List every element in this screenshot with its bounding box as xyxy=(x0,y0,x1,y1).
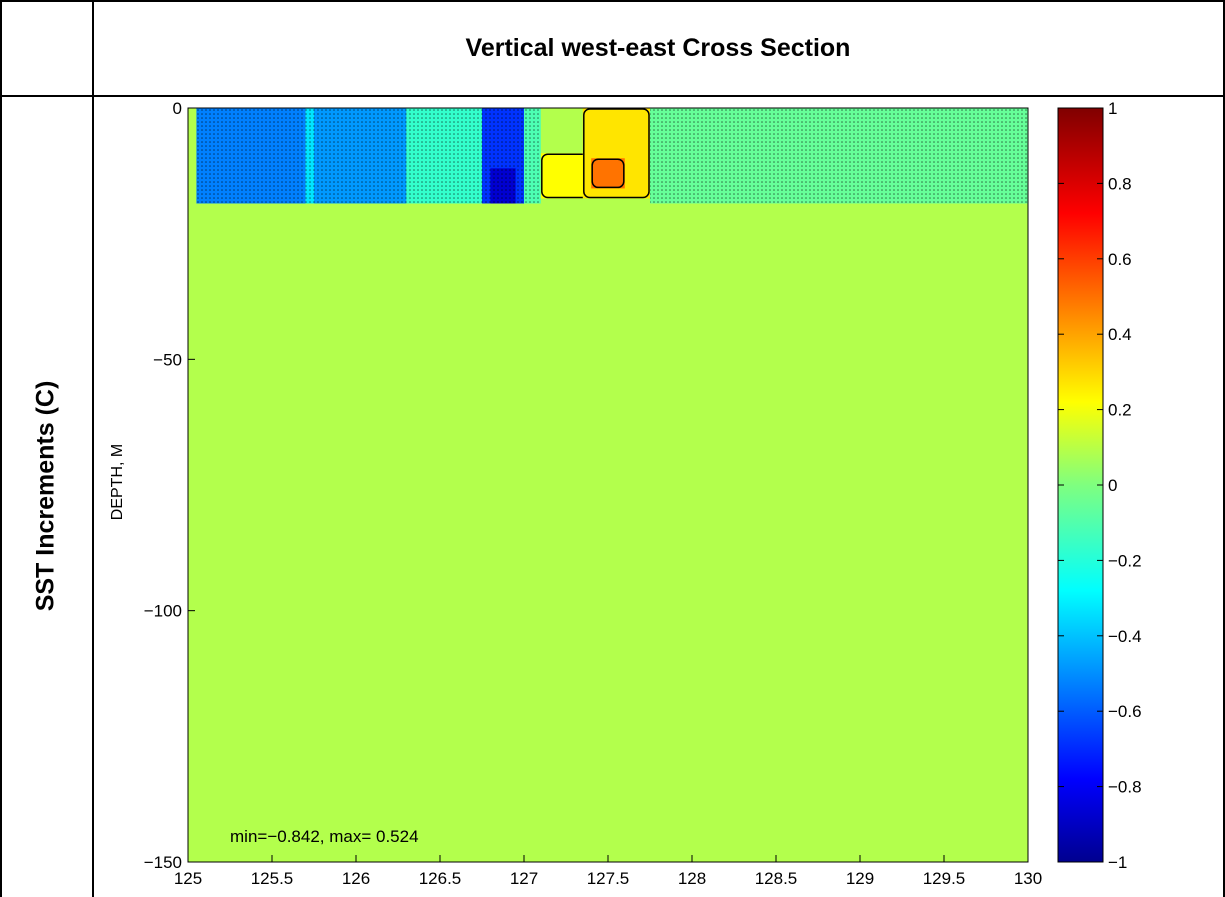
colorbar-tick-label: −0.4 xyxy=(1108,627,1142,646)
x-tick-label: 127.5 xyxy=(587,869,630,888)
x-tick-label: 125.5 xyxy=(251,869,294,888)
positive-contour-line xyxy=(583,108,650,199)
colorbar-tick-label: −0.2 xyxy=(1108,551,1142,570)
negative-contour-stipple xyxy=(314,108,407,204)
x-tick-label: 128.5 xyxy=(755,869,798,888)
positive-contour-line xyxy=(591,158,625,189)
colorbar-tick-label: 0 xyxy=(1108,476,1117,495)
y-tick-label: 0 xyxy=(173,99,182,118)
x-tick-label: 130 xyxy=(1014,869,1042,888)
frame-left-border xyxy=(0,0,2,897)
colorbar-tick-label: 0.8 xyxy=(1108,174,1132,193)
x-tick-label: 125 xyxy=(174,869,202,888)
y-tick-label: −50 xyxy=(153,350,182,369)
colorbar-tick-label: 0.4 xyxy=(1108,325,1132,344)
colorbar-tick-label: −0.8 xyxy=(1108,778,1142,797)
colorbar-tick-label: 0.6 xyxy=(1108,250,1132,269)
frame-column-divider xyxy=(92,0,94,897)
x-tick-label: 128 xyxy=(678,869,706,888)
axes: 125 125.5 126 126.5 127 127.5 128 128.5 129 129.5… xyxy=(144,99,1042,888)
negative-contour-stipple xyxy=(524,108,541,204)
field-background xyxy=(188,108,1028,862)
colorbar-gradient xyxy=(1057,107,1104,863)
negative-contour-stipple xyxy=(196,108,306,204)
x-tick-label: 129 xyxy=(846,869,874,888)
colorbar-tick-label: −0.6 xyxy=(1108,702,1142,721)
frame-top-border xyxy=(0,0,1225,2)
frame-header-divider xyxy=(0,95,1225,97)
negative-contour-stipple xyxy=(490,168,516,204)
colorbar-tick-label: 1 xyxy=(1108,99,1117,118)
colorbar-tick-label: −1 xyxy=(1108,853,1127,872)
x-tick-label: 127 xyxy=(510,869,538,888)
colorbar-tick-label: 0.2 xyxy=(1108,401,1132,420)
x-tick-label: 126.5 xyxy=(419,869,462,888)
min-max-annotation: min=−0.842, max= 0.524 xyxy=(230,827,419,846)
x-tick-label: 126 xyxy=(342,869,370,888)
negative-contour-stipple xyxy=(406,108,482,204)
negative-contour-stipple xyxy=(650,108,1028,204)
colorbar: 1 0.8 0.6 0.4 0.2 0 −0.2 −0.4 −0.6 −0.8 −1 xyxy=(1057,99,1142,872)
y-tick-label: −100 xyxy=(144,602,182,621)
anomaly-cell xyxy=(591,158,625,189)
y-tick-label: −150 xyxy=(144,853,182,872)
panel-title: Vertical west-east Cross Section xyxy=(465,33,851,62)
y-axis-label: DEPTH, M xyxy=(109,444,126,520)
frame-right-border xyxy=(1223,0,1225,897)
x-tick-label: 129.5 xyxy=(923,869,966,888)
negative-contour-stipple xyxy=(305,108,314,204)
plot-area xyxy=(188,108,1028,862)
